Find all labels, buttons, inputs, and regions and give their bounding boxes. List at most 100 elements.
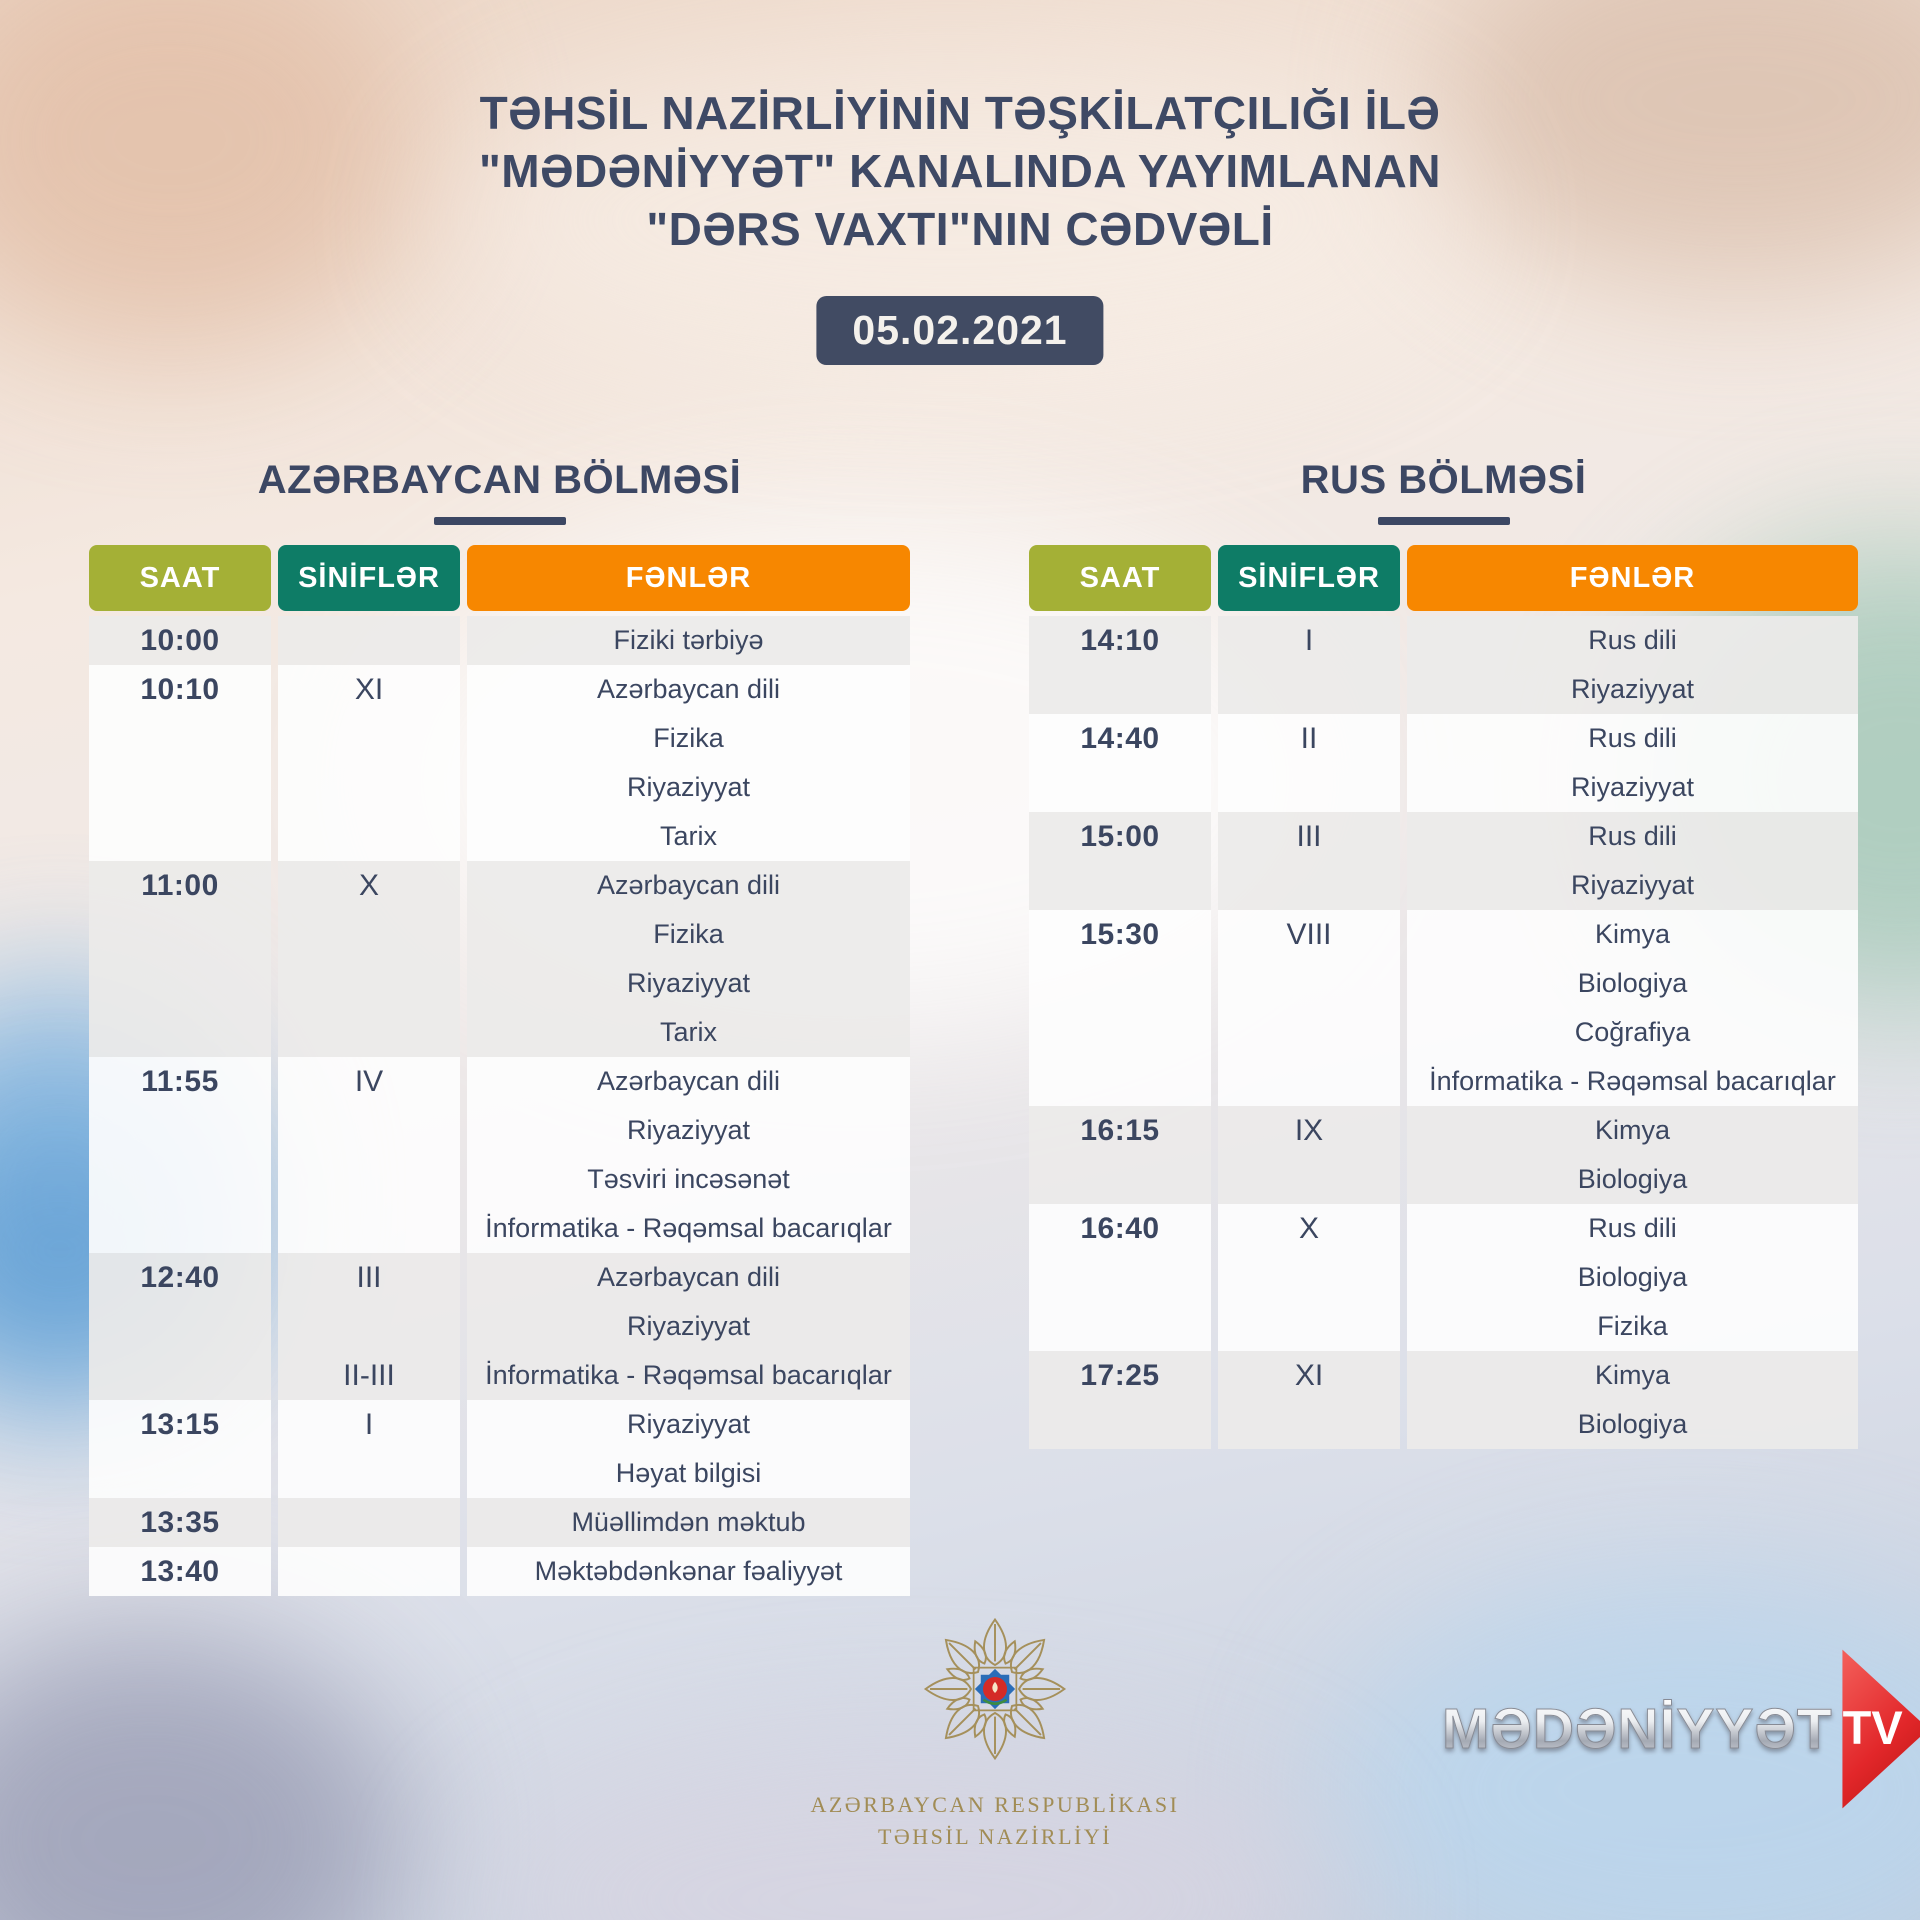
schedule-table-russian: 14:10 I Rus dili Riyaziyyat 14:40 II Rus dili R…: [1029, 616, 1858, 1449]
time-cell: 11:00: [89, 861, 271, 1057]
subjects-cell: Kimya Biologiya Coğrafiya İnformatika - Rəq…: [1407, 910, 1858, 1106]
subject-label: Biologiya: [1577, 1164, 1688, 1194]
class-label: [278, 616, 460, 665]
subject-label: Azərbaycan dili: [596, 1262, 781, 1292]
background-blur-blob: [0, 1630, 410, 1920]
subject-label: Fizika: [653, 919, 724, 949]
subject-label: Azərbaycan dili: [596, 1066, 781, 1096]
column-header-fenler: FƏNLƏR: [1407, 545, 1858, 611]
class-cell: [278, 1547, 460, 1596]
time-cell: 14:10: [1029, 616, 1211, 714]
subject-label: İnformatika - Rəqəmsal bacarıqlar: [485, 1213, 892, 1243]
subject-label: Kimya: [1594, 1115, 1670, 1145]
poster-title-line2: "MƏDƏNİYYƏT" KANALINDA YAYIMLANAN: [479, 145, 1441, 197]
time-cell: 13:40: [89, 1547, 271, 1596]
time-cell: 17:25: [1029, 1351, 1211, 1449]
subject-label: Riyaziyyat: [1570, 772, 1695, 802]
subjects-cell: Azərbaycan dili Fizika Riyaziyyat Tarix: [467, 861, 910, 1057]
class-cell: IV: [278, 1057, 460, 1253]
subject-label: İnformatika - Rəqəmsal bacarıqlar: [1429, 1066, 1836, 1096]
class-label: III: [1296, 820, 1322, 853]
medeniyyet-tv-logo: MƏDƏNİYYƏT TV: [1442, 1648, 1920, 1810]
ministry-logo: AZƏRBAYCAN RESPUBLİKASI TƏHSİL NAZİRLİYİ: [785, 1600, 1205, 1853]
subject-label: Fizika: [1597, 1311, 1668, 1341]
time-cell: 10:00: [89, 616, 271, 665]
column-header-sinifler: SİNİFLƏR: [278, 545, 460, 611]
table-header-row: SAAT SİNİFLƏR FƏNLƏR: [1029, 545, 1858, 611]
subjects-cell: Müəllimdən məktub: [467, 1498, 910, 1547]
time-label: 16:40: [1080, 1212, 1160, 1245]
subject-label: Fiziki tərbiyə: [613, 625, 764, 655]
time-label: 15:30: [1080, 918, 1160, 951]
subject-label: Riyaziyyat: [626, 1409, 751, 1439]
subject-label: Kimya: [1594, 919, 1670, 949]
time-cell: 15:00: [1029, 812, 1211, 910]
class-cell: III II-III: [278, 1253, 460, 1400]
section-heading-russian: RUS BÖLMƏSİ: [1300, 458, 1587, 502]
subject-label: Kimya: [1594, 1360, 1670, 1390]
class-label: VIII: [1286, 918, 1332, 951]
column-header-saat: SAAT: [89, 545, 271, 611]
class-cell: I: [278, 1400, 460, 1498]
class-label: IV: [354, 1065, 384, 1098]
section-azerbaijani: AZƏRBAYCAN BÖLMƏSİ SAAT SİNİFLƏR FƏNLƏR …: [89, 458, 910, 1596]
class-label: [278, 1302, 460, 1351]
class-cell: [278, 1498, 460, 1547]
subject-label: Azərbaycan dili: [596, 674, 781, 704]
table-header-row: SAAT SİNİFLƏR FƏNLƏR: [89, 545, 910, 611]
class-label: II: [1300, 722, 1318, 755]
subjects-cell: Rus dili Riyaziyyat: [1407, 714, 1858, 812]
subjects-cell: Riyaziyyat Həyat bilgisi: [467, 1400, 910, 1498]
class-cell: IX: [1218, 1106, 1400, 1204]
subject-label: Biologiya: [1577, 968, 1688, 998]
ministry-name-line2: TƏHSİL NAZİRLİYİ: [877, 1824, 1113, 1849]
class-label: X: [358, 869, 379, 902]
section-heading-azerbaijani: AZƏRBAYCAN BÖLMƏSİ: [257, 458, 742, 502]
section-russian: RUS BÖLMƏSİ SAAT SİNİFLƏR FƏNLƏR 14:10 I R…: [1029, 458, 1858, 1449]
subject-label: Riyaziyyat: [626, 772, 751, 802]
subject-label: Rus dili: [1588, 723, 1677, 753]
class-cell: VIII: [1218, 910, 1400, 1106]
subject-label: Təsviri incəsənət: [587, 1164, 790, 1194]
class-label: X: [1298, 1212, 1319, 1245]
class-label: XI: [354, 673, 384, 706]
subject-label: Azərbaycan dili: [596, 870, 781, 900]
subject-label: İnformatika - Rəqəmsal bacarıqlar: [485, 1360, 892, 1390]
time-cell: 13:35: [89, 1498, 271, 1547]
subject-label: Biologiya: [1577, 1262, 1688, 1292]
subject-label: Məktəbdənkənar fəaliyyət: [534, 1556, 843, 1586]
subjects-cell: Rus dili Riyaziyyat: [1407, 616, 1858, 714]
time-cell: 16:40: [1029, 1204, 1211, 1351]
class-label: [278, 1547, 460, 1596]
subjects-cell: Azərbaycan dili Riyaziyyat İnformatika - R…: [467, 1253, 910, 1400]
time-label: 17:25: [1080, 1359, 1160, 1392]
schedule-table-azerbaijani: 10:00 Fiziki tərbiyə 10:10 XI Azərbaycan dil…: [89, 616, 910, 1596]
time-label: 13:40: [140, 1555, 220, 1588]
class-label: II-III: [343, 1359, 395, 1392]
poster-title: TƏHSİL NAZİRLİYİNİN TƏŞKİLATÇILIĞI İLƏ "…: [0, 84, 1920, 258]
heading-underline: [1377, 517, 1510, 525]
subjects-cell: Azərbaycan dili Riyaziyyat Təsviri incəsən…: [467, 1057, 910, 1253]
subject-label: Müəllimdən məktub: [571, 1507, 806, 1537]
class-cell: X: [1218, 1204, 1400, 1351]
time-cell: 12:40: [89, 1253, 271, 1400]
subject-label: Tarix: [659, 1017, 717, 1047]
class-label: I: [364, 1408, 374, 1441]
time-cell: 11:55: [89, 1057, 271, 1253]
time-label: 10:10: [140, 673, 220, 706]
time-label: 11:55: [141, 1065, 219, 1098]
class-label: XI: [1294, 1359, 1324, 1392]
time-label: 15:00: [1080, 820, 1160, 853]
time-cell: 13:15: [89, 1400, 271, 1498]
time-label: 12:40: [140, 1261, 220, 1294]
subjects-cell: Fiziki tərbiyə: [467, 616, 910, 665]
class-cell: III: [1218, 812, 1400, 910]
poster-title-line1: TƏHSİL NAZİRLİYİNİN TƏŞKİLATÇILIĞI İLƏ: [479, 87, 1441, 139]
ministry-name: AZƏRBAYCAN RESPUBLİKASI TƏHSİL NAZİRLİYİ: [785, 1789, 1205, 1853]
subject-label: Riyaziyyat: [626, 1115, 751, 1145]
subject-label: Tarix: [659, 821, 717, 851]
date-badge: 05.02.2021: [816, 296, 1104, 365]
class-label: I: [1304, 624, 1314, 657]
time-label: 10:00: [140, 624, 220, 657]
